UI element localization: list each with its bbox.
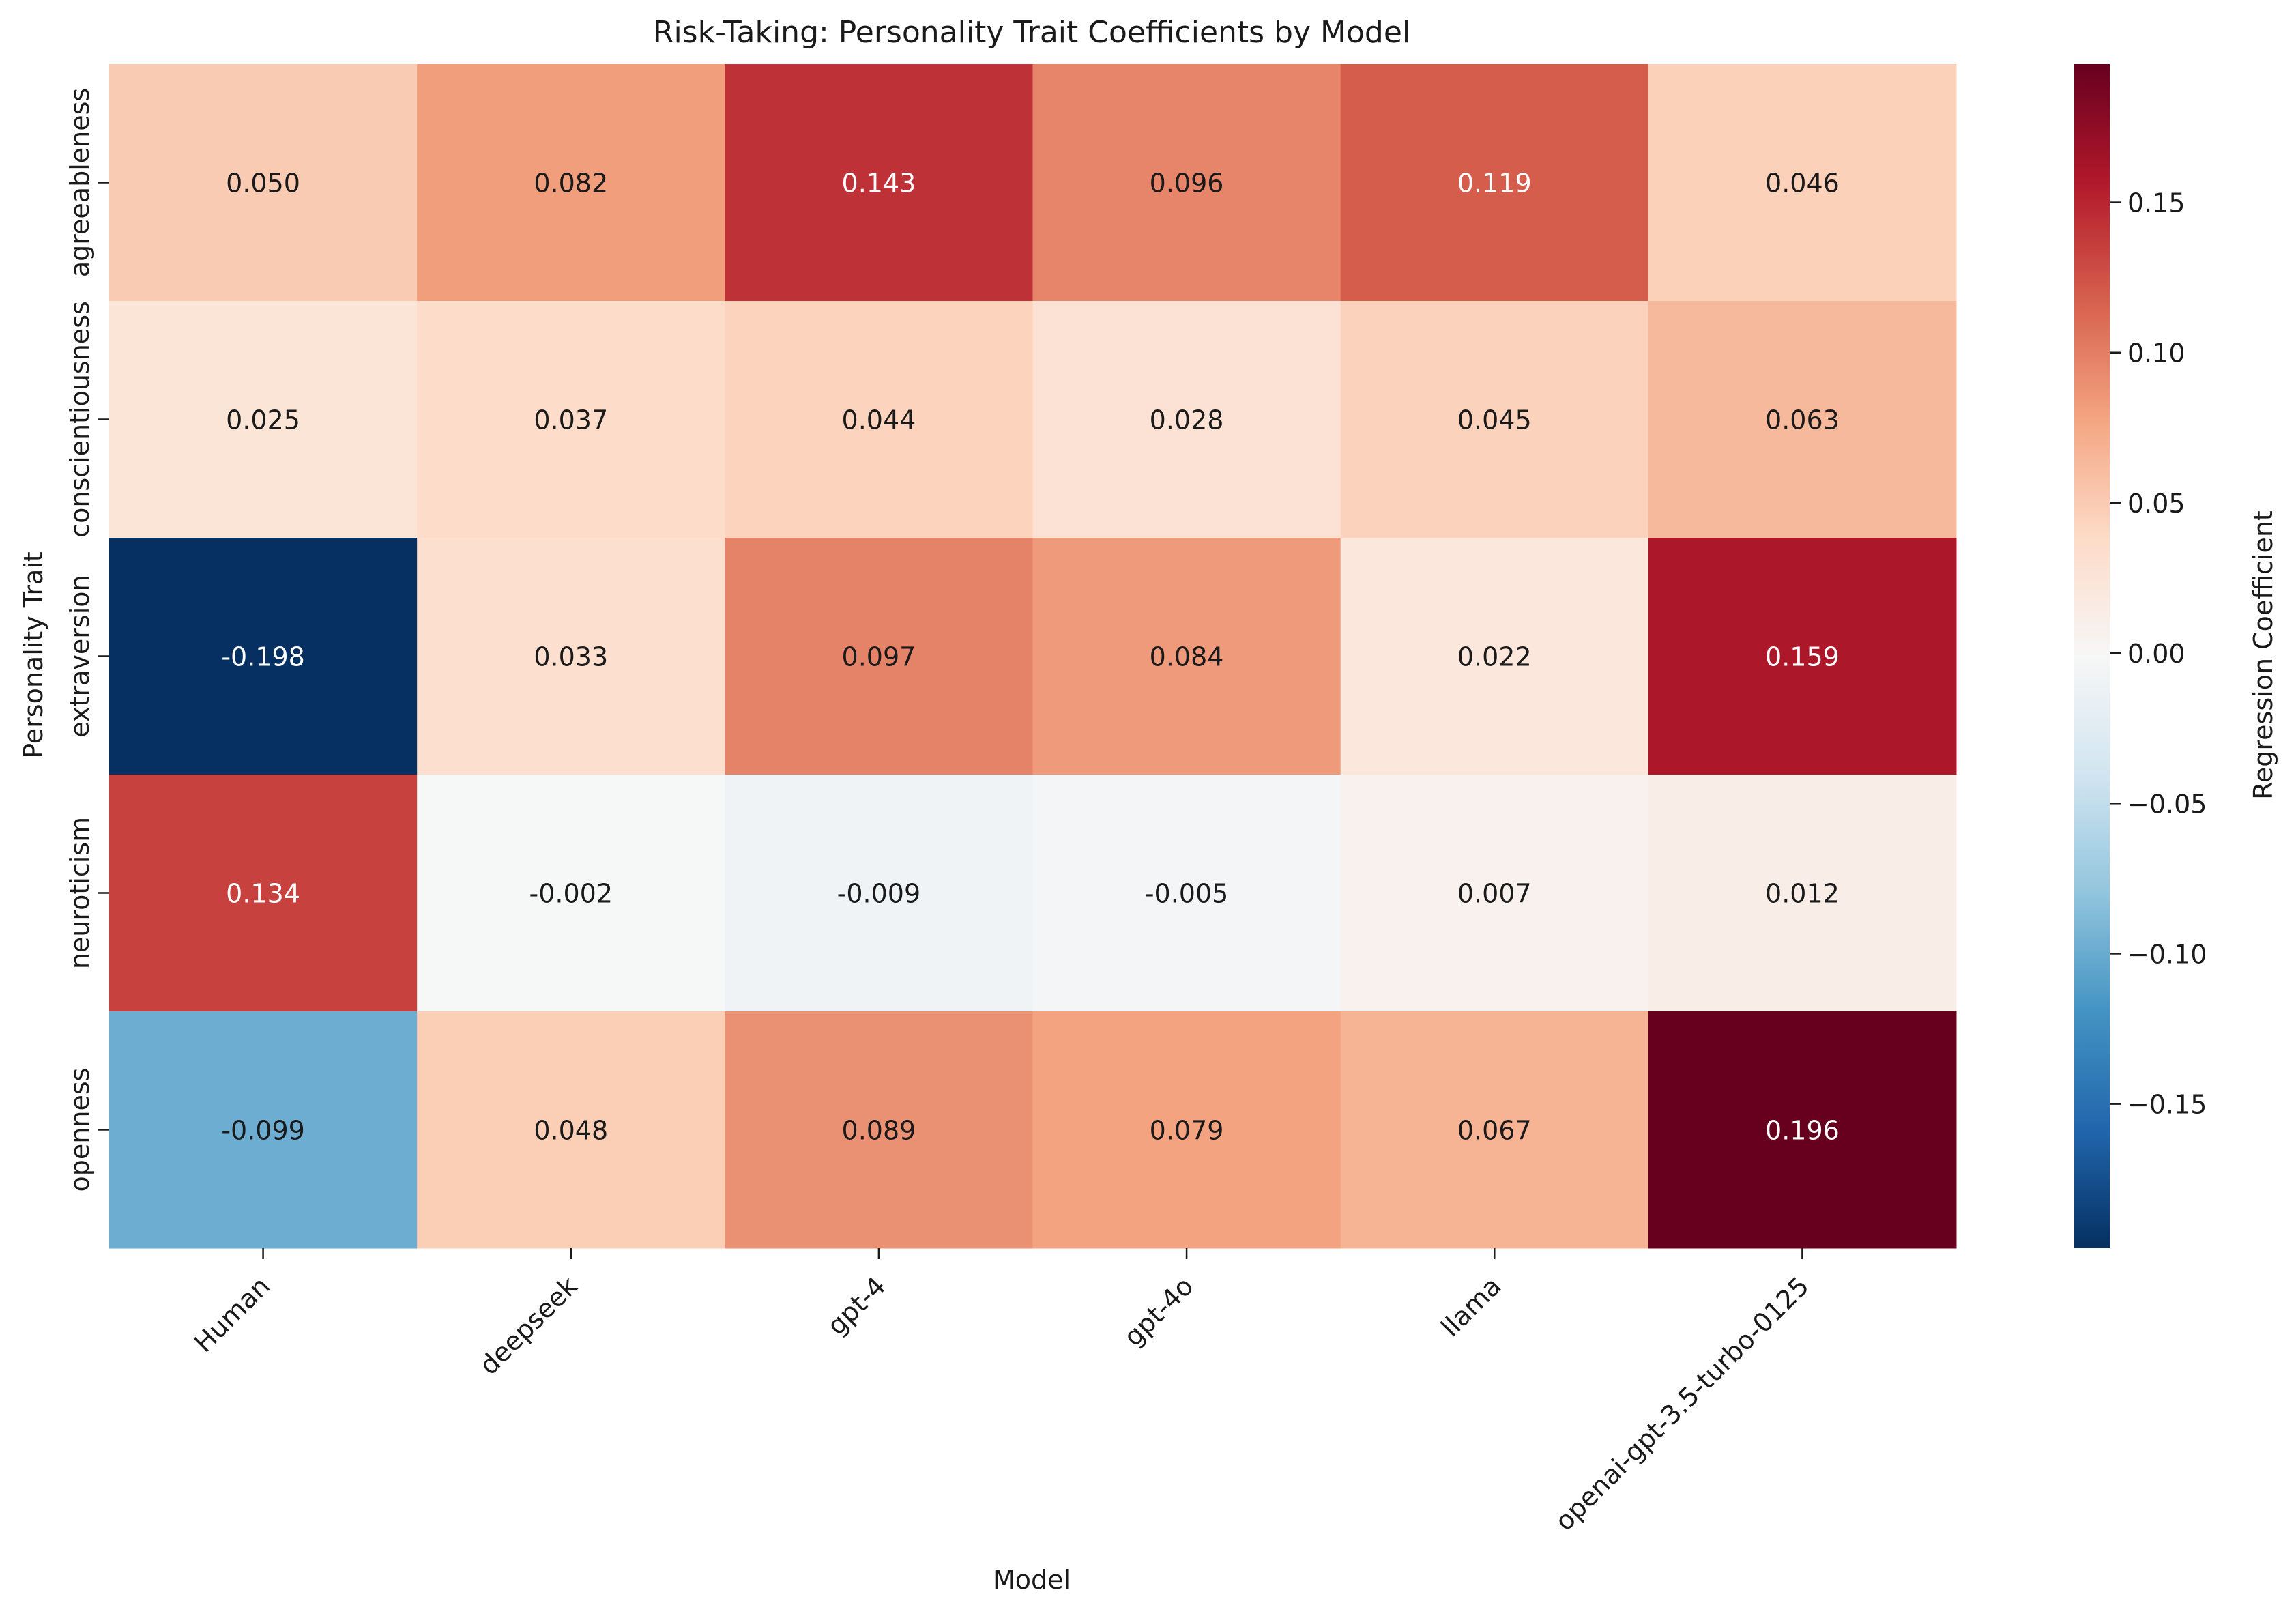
- cell-value-label: 0.044: [842, 405, 916, 435]
- heatmap-cell: [1032, 775, 1341, 1012]
- heatmap-cell: [1648, 301, 1957, 538]
- heatmap-cell: [1032, 64, 1341, 302]
- x-tick-label: gpt-4o: [1118, 1271, 1199, 1352]
- colorbar-tick-label: 0.00: [2127, 639, 2185, 669]
- cell-value-label: 0.196: [1765, 1116, 1840, 1146]
- heatmap-cell: [1340, 775, 1649, 1012]
- x-tick-label: Human: [188, 1271, 276, 1358]
- x-tick-label: llama: [1435, 1271, 1507, 1342]
- chart-title: Risk-Taking: Personality Trait Coefficie…: [653, 15, 1410, 50]
- heatmap-cell: [1648, 775, 1957, 1012]
- cell-value-label: -0.198: [221, 642, 305, 672]
- heatmap-cell: [417, 301, 725, 538]
- cell-value-label: 0.063: [1765, 405, 1840, 435]
- heatmap-cell: [417, 64, 725, 302]
- heatmap-cell: [417, 1011, 725, 1249]
- x-tick-label: gpt-4: [822, 1271, 892, 1341]
- heatmap-cell: [109, 775, 418, 1012]
- heatmap-cell: [1648, 64, 1957, 302]
- cell-value-label: 0.046: [1765, 169, 1840, 199]
- cell-value-label: 0.033: [534, 642, 608, 672]
- heatmap-cell: [725, 301, 1033, 538]
- y-tick-label: openness: [65, 1068, 95, 1192]
- heatmap-cell: [1340, 538, 1649, 775]
- cell-value-label: -0.009: [837, 879, 921, 909]
- cell-value-label: 0.119: [1457, 169, 1532, 199]
- heatmap-cell: [109, 1011, 418, 1249]
- cell-value-label: 0.037: [534, 405, 608, 435]
- cell-value-label: 0.028: [1150, 405, 1224, 435]
- y-axis-label: Personality Trait: [18, 551, 48, 759]
- cell-value-label: 0.134: [226, 879, 300, 909]
- heatmap-cell: [1032, 538, 1341, 775]
- colorbar-tick-label: 0.15: [2127, 188, 2185, 218]
- heatmap-cell: [725, 64, 1033, 302]
- y-tick-label: conscientiousness: [65, 301, 95, 538]
- cell-value-label: 0.159: [1765, 642, 1840, 672]
- x-axis: Human deepseek gpt-4 gpt-4o llama openai-gpt-…: [188, 1248, 1815, 1537]
- colorbar-tick-label: 0.10: [2127, 338, 2185, 369]
- heatmap-cell: [1032, 1011, 1341, 1249]
- cell-value-label: 0.067: [1457, 1116, 1532, 1146]
- cell-value-label: 0.050: [226, 169, 300, 199]
- cell-value-label: 0.079: [1150, 1116, 1224, 1146]
- cell-value-label: 0.045: [1457, 405, 1532, 435]
- colorbar-tick-label: 0.05: [2127, 489, 2185, 519]
- colorbar-label: Regression Coefficient: [2248, 510, 2278, 800]
- heatmap-cell: [1340, 64, 1649, 302]
- heatmap-cell: [417, 775, 725, 1012]
- colorbar-tick-label: −0.15: [2127, 1090, 2207, 1120]
- heatmap-cell: [417, 538, 725, 775]
- colorbar-gradient: [2074, 64, 2110, 1248]
- cell-value-label: 0.097: [842, 642, 916, 672]
- y-tick-label: agreeableness: [65, 88, 95, 277]
- cell-value-label: 0.143: [842, 169, 916, 199]
- x-tick-label: deepseek: [474, 1271, 583, 1381]
- colorbar-tick-label: −0.10: [2127, 939, 2207, 969]
- heatmap-cell: [109, 64, 418, 302]
- cell-value-label: 0.084: [1150, 642, 1224, 672]
- heatmap-cell: [1648, 538, 1957, 775]
- heatmap-cell: [1032, 301, 1341, 538]
- y-axis: agreeableness conscientiousness extraversi…: [65, 88, 109, 1192]
- colorbar: −0.15 −0.10 −0.05 0.00 0.05 0.10 0.15: [2074, 64, 2207, 1248]
- cell-value-label: -0.002: [529, 879, 613, 909]
- heatmap-cell: [725, 538, 1033, 775]
- colorbar-tick-label: −0.05: [2127, 789, 2207, 819]
- cell-value-label: 0.025: [226, 405, 300, 435]
- cell-value-label: 0.012: [1765, 879, 1840, 909]
- heatmap-cells: [109, 64, 1957, 1249]
- y-tick-label: extraversion: [65, 575, 95, 737]
- cell-value-label: -0.099: [221, 1116, 305, 1146]
- heatmap-cell: [1340, 1011, 1649, 1249]
- cell-value-label: 0.089: [842, 1116, 916, 1146]
- heatmap-cell: [109, 301, 418, 538]
- cell-value-label: 0.082: [534, 169, 608, 199]
- heatmap-cell: [725, 775, 1033, 1012]
- heatmap-cell: [725, 1011, 1033, 1249]
- heatmap-cell: [1340, 301, 1649, 538]
- cell-value-label: -0.005: [1145, 879, 1229, 909]
- cell-value-label: 0.048: [534, 1116, 608, 1146]
- y-tick-label: neuroticism: [65, 817, 95, 969]
- cell-annotations: 0.050 0.082 0.143 0.096 0.119 0.046 0.025 0.037…: [221, 169, 1839, 1146]
- cell-value-label: 0.022: [1457, 642, 1532, 672]
- heatmap-cell: [1648, 1011, 1957, 1249]
- cell-value-label: 0.096: [1150, 169, 1224, 199]
- cell-value-label: 0.007: [1457, 879, 1532, 909]
- x-tick-label: openai-gpt-3.5-turbo-0125: [1550, 1271, 1815, 1536]
- x-axis-label: Model: [993, 1565, 1071, 1595]
- heatmap-cell: [109, 538, 418, 775]
